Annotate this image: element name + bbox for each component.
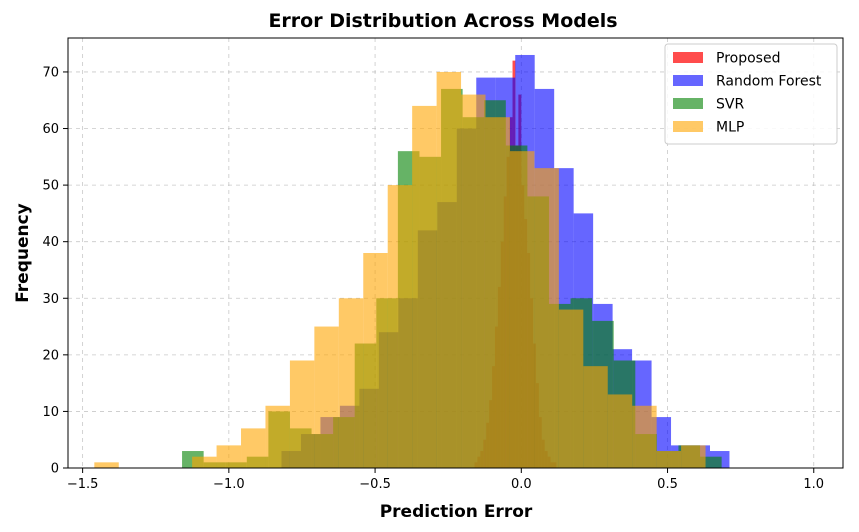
histogram-bar [632, 405, 657, 468]
legend-label: MLP [716, 120, 744, 136]
y-tick-label: 60 [42, 122, 59, 137]
x-tick-label: 0.5 [657, 477, 678, 492]
y-tick-label: 70 [42, 65, 59, 80]
y-tick-label: 0 [51, 462, 59, 477]
y-tick-label: 10 [42, 405, 59, 420]
legend-label: SVR [716, 97, 744, 113]
x-tick-label: −1.5 [67, 477, 99, 492]
histogram-bar [700, 456, 722, 468]
histogram-bar [558, 309, 584, 468]
y-tick-label: 40 [42, 235, 59, 250]
x-tick-label: −0.5 [359, 477, 391, 492]
y-tick-label: 50 [42, 179, 59, 194]
legend-label: Proposed [716, 51, 780, 67]
legend-swatch [673, 121, 703, 132]
y-axis-label: Frequency [13, 203, 33, 303]
histogram-bar [436, 71, 462, 469]
x-tick-label: 0.0 [511, 477, 532, 492]
y-tick-label: 30 [42, 292, 59, 307]
x-axis-label: Prediction Error [380, 502, 533, 522]
histogram-bar [289, 360, 315, 468]
legend-swatch [673, 52, 703, 63]
histogram-bar [338, 298, 364, 468]
legend: Proposed Random Forest SVR MLP [664, 43, 838, 145]
histogram-bar [387, 185, 413, 468]
legend-swatch [673, 75, 703, 86]
histogram-bar [94, 462, 119, 468]
y-tick-label: 20 [42, 348, 59, 363]
histogram-bar [656, 451, 682, 468]
series-mlp [94, 71, 706, 469]
histogram-bar [265, 405, 290, 468]
x-tick-label: 1.0 [803, 477, 824, 492]
x-tick-label: −1.0 [213, 477, 245, 492]
chart-title: Error Distribution Across Models [268, 10, 617, 32]
histogram-bar [607, 394, 633, 468]
histogram-bars [94, 54, 730, 469]
histogram-bar [485, 117, 510, 469]
histogram-bar [412, 105, 437, 468]
histogram-bar [681, 445, 706, 468]
legend-label: Random Forest [716, 74, 822, 90]
histogram-bar [583, 366, 608, 468]
histogram-bar [241, 428, 266, 468]
axis-ticks: −1.5 −1.0 −0.5 0.0 0.5 1.0 0 10 20 30 40 50 60 70 [42, 65, 824, 492]
histogram-bar [461, 94, 486, 468]
histogram-bar [314, 326, 339, 468]
legend-swatch [673, 98, 703, 109]
histogram-bar [509, 151, 535, 468]
histogram-bar [534, 168, 559, 468]
histogram-bar [363, 253, 388, 468]
histogram-bar [216, 445, 242, 468]
histogram-bar [192, 456, 217, 468]
plot-area-frame [67, 37, 844, 469]
legend-box [664, 43, 838, 145]
